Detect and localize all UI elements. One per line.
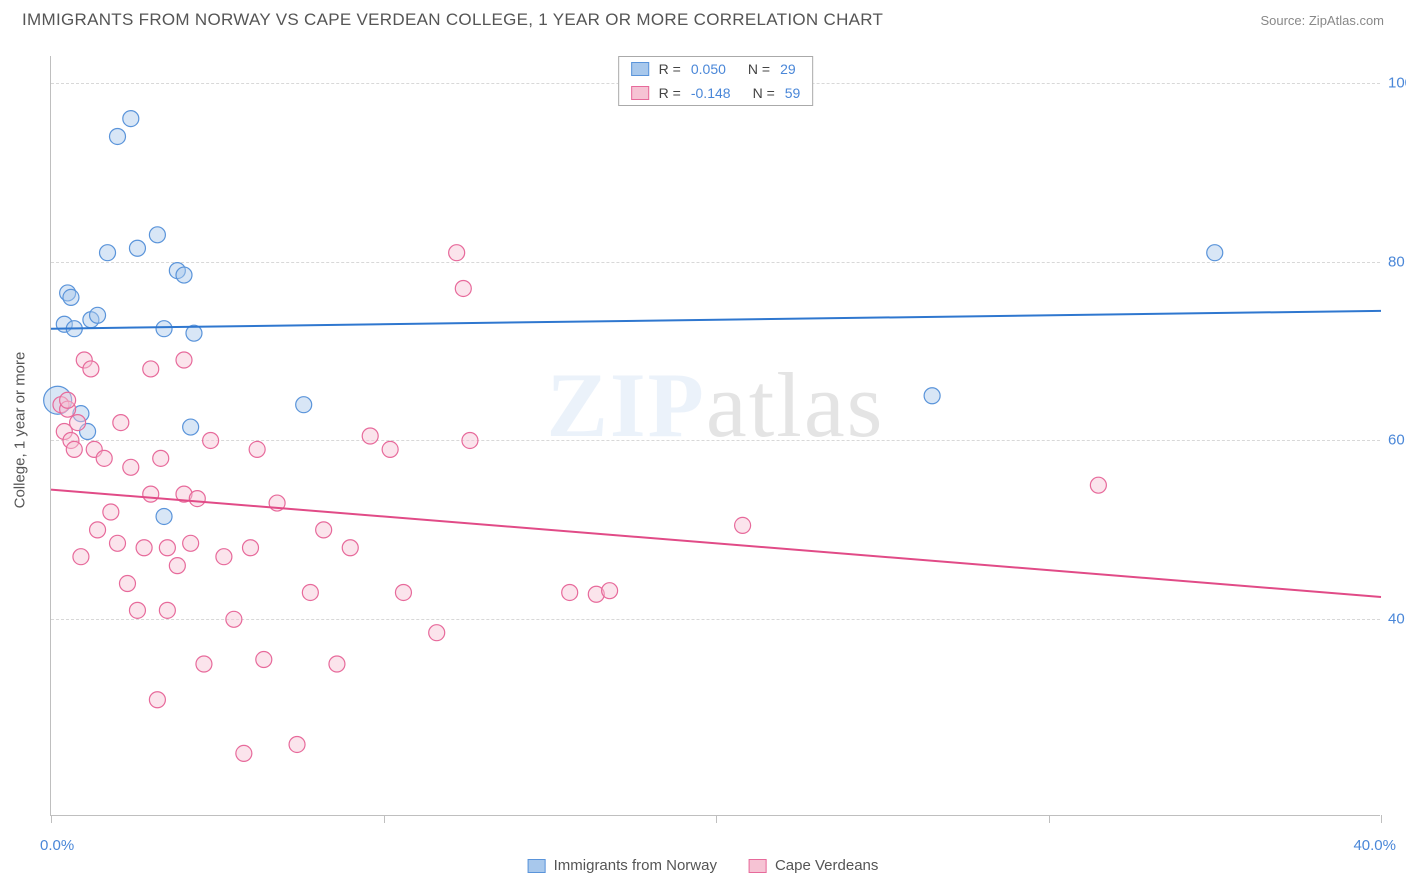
scatter-point [96,450,112,466]
scatter-point [289,736,305,752]
scatter-point [236,745,252,761]
series-legend-label: Immigrants from Norway [554,857,717,874]
x-axis-tick [1381,815,1382,823]
scatter-point [70,415,86,431]
y-axis-tick-label: 40.0% [1388,611,1406,628]
scatter-point [143,361,159,377]
x-axis-tick [384,815,385,823]
scatter-point [129,602,145,618]
scatter-point [362,428,378,444]
scatter-point [183,535,199,551]
scatter-point [159,602,175,618]
trend-line [51,311,1381,329]
y-axis-label: College, 1 year or more [12,352,29,509]
x-axis-tick [716,815,717,823]
scatter-point [329,656,345,672]
series-legend-item-0: Immigrants from Norway [528,857,717,874]
scatter-point [110,535,126,551]
chart-source: Source: ZipAtlas.com [1260,13,1384,28]
scatter-point [100,245,116,261]
correlation-legend: R = 0.050 N = 29 R = -0.148 N = 59 [618,56,814,106]
scatter-point [176,352,192,368]
scatter-point [63,289,79,305]
scatter-point [256,652,272,668]
legend-swatch-icon [528,859,546,873]
scatter-point [156,321,172,337]
series-legend: Immigrants from Norway Cape Verdeans [528,857,879,874]
scatter-point [302,584,318,600]
scatter-point [449,245,465,261]
scatter-point [156,508,172,524]
scatter-point [429,625,445,641]
scatter-point [73,549,89,565]
scatter-point [1207,245,1223,261]
scatter-point [169,558,185,574]
scatter-point [316,522,332,538]
scatter-point [83,361,99,377]
scatter-point [562,584,578,600]
x-axis-tick-label-right: 40.0% [1353,837,1396,854]
scatter-point [382,441,398,457]
scatter-point [149,692,165,708]
chart-title: IMMIGRANTS FROM NORWAY VS CAPE VERDEAN C… [22,10,883,30]
scatter-point [136,540,152,556]
scatter-point [455,280,471,296]
scatter-point [159,540,175,556]
x-axis-tick-label-left: 0.0% [40,837,74,854]
scatter-point [924,388,940,404]
scatter-point [183,419,199,435]
scatter-point [602,583,618,599]
scatter-point [1090,477,1106,493]
scatter-point [143,486,159,502]
x-axis-tick [1049,815,1050,823]
scatter-point [90,307,106,323]
scatter-point [342,540,358,556]
y-axis-tick-label: 80.0% [1388,253,1406,270]
scatter-point [123,459,139,475]
scatter-point [395,584,411,600]
y-axis-tick-label: 60.0% [1388,432,1406,449]
scatter-point [103,504,119,520]
legend-swatch-icon [631,62,649,76]
scatter-point [66,441,82,457]
series-legend-label: Cape Verdeans [775,857,878,874]
legend-swatch-icon [631,86,649,100]
correlation-legend-row-1: R = -0.148 N = 59 [619,81,813,105]
scatter-point [216,549,232,565]
scatter-point [189,491,205,507]
scatter-point [462,432,478,448]
scatter-point [203,432,219,448]
series-legend-item-1: Cape Verdeans [749,857,878,874]
scatter-point [153,450,169,466]
scatter-point [149,227,165,243]
scatter-point [110,128,126,144]
scatter-point [196,656,212,672]
chart-header: IMMIGRANTS FROM NORWAY VS CAPE VERDEAN C… [0,0,1406,36]
scatter-plot-svg [51,56,1380,815]
legend-swatch-icon [749,859,767,873]
correlation-legend-row-0: R = 0.050 N = 29 [619,57,813,81]
scatter-point [226,611,242,627]
scatter-point [249,441,265,457]
scatter-point [60,392,76,408]
chart-plot-area: 40.0%60.0%80.0%100.0% ZIPatlas R = 0.050… [50,56,1380,816]
scatter-point [119,576,135,592]
scatter-point [113,415,129,431]
scatter-point [243,540,259,556]
scatter-point [90,522,106,538]
scatter-point [123,111,139,127]
y-axis-tick-label: 100.0% [1388,74,1406,91]
scatter-point [735,517,751,533]
scatter-point [176,267,192,283]
x-axis-tick [51,815,52,823]
scatter-point [296,397,312,413]
scatter-point [129,240,145,256]
